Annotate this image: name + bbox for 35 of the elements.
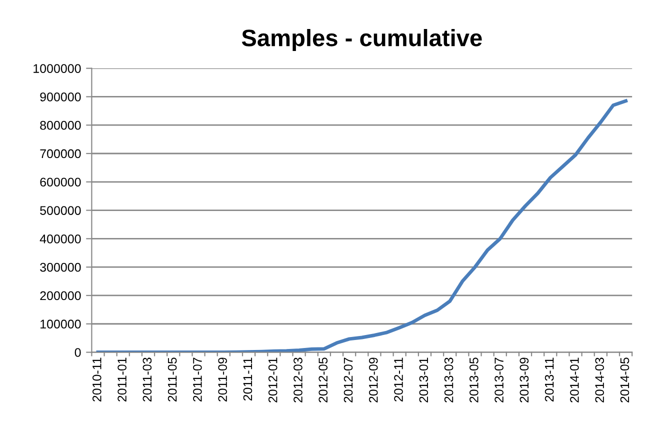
- x-tick-label: 2011-05: [168, 358, 177, 402]
- line-series: [96, 99, 628, 352]
- x-tick-label: 2013-09: [520, 358, 529, 402]
- x-tick-label: 2014-05: [620, 358, 630, 402]
- x-tick-label: 2012-03: [294, 358, 302, 402]
- x-tick-label: 2014-01: [570, 358, 579, 402]
- x-tick-label: 2011-01: [118, 358, 126, 402]
- x-tick-label: 2012-01: [268, 358, 278, 402]
- x-tick-label: 2013-01: [419, 358, 428, 402]
- y-tick-label: 1000000: [34, 64, 81, 73]
- x-tick-label: 2012-11: [394, 358, 403, 402]
- x-tick-label: 2010-11: [92, 358, 102, 402]
- x-tick-label: 2012-09: [368, 358, 378, 402]
- y-tick-label: 500000: [40, 206, 81, 215]
- x-tick-label: 2012-05: [318, 358, 328, 402]
- y-tick-label: 800000: [40, 120, 81, 130]
- x-tick-label: 2013-11: [544, 358, 554, 402]
- chart-title: Samples - cumulative: [242, 28, 482, 51]
- x-tick-label: 2011-07: [193, 358, 202, 402]
- x-tick-label: 2011-03: [142, 358, 152, 402]
- x-tick-label: 2013-05: [469, 358, 478, 402]
- y-tick-label: 600000: [40, 178, 81, 187]
- x-tick-label: 2012-07: [344, 358, 353, 402]
- y-tick-label: 700000: [40, 149, 81, 158]
- x-tick-label: 2013-07: [494, 358, 504, 402]
- x-tick-label: 2011-11: [243, 358, 252, 401]
- y-tick-label: 900000: [40, 92, 81, 102]
- y-tick-label: 0: [74, 348, 81, 357]
- y-tick-label: 100000: [40, 320, 81, 329]
- x-tick-label: 2014-03: [595, 358, 604, 402]
- y-tick-label: 200000: [40, 291, 81, 300]
- x-tick-label: 2011-09: [218, 358, 228, 402]
- y-tick-label: 300000: [40, 262, 81, 272]
- x-tick-label: 2013-03: [444, 358, 454, 402]
- y-tick-label: 400000: [40, 234, 81, 244]
